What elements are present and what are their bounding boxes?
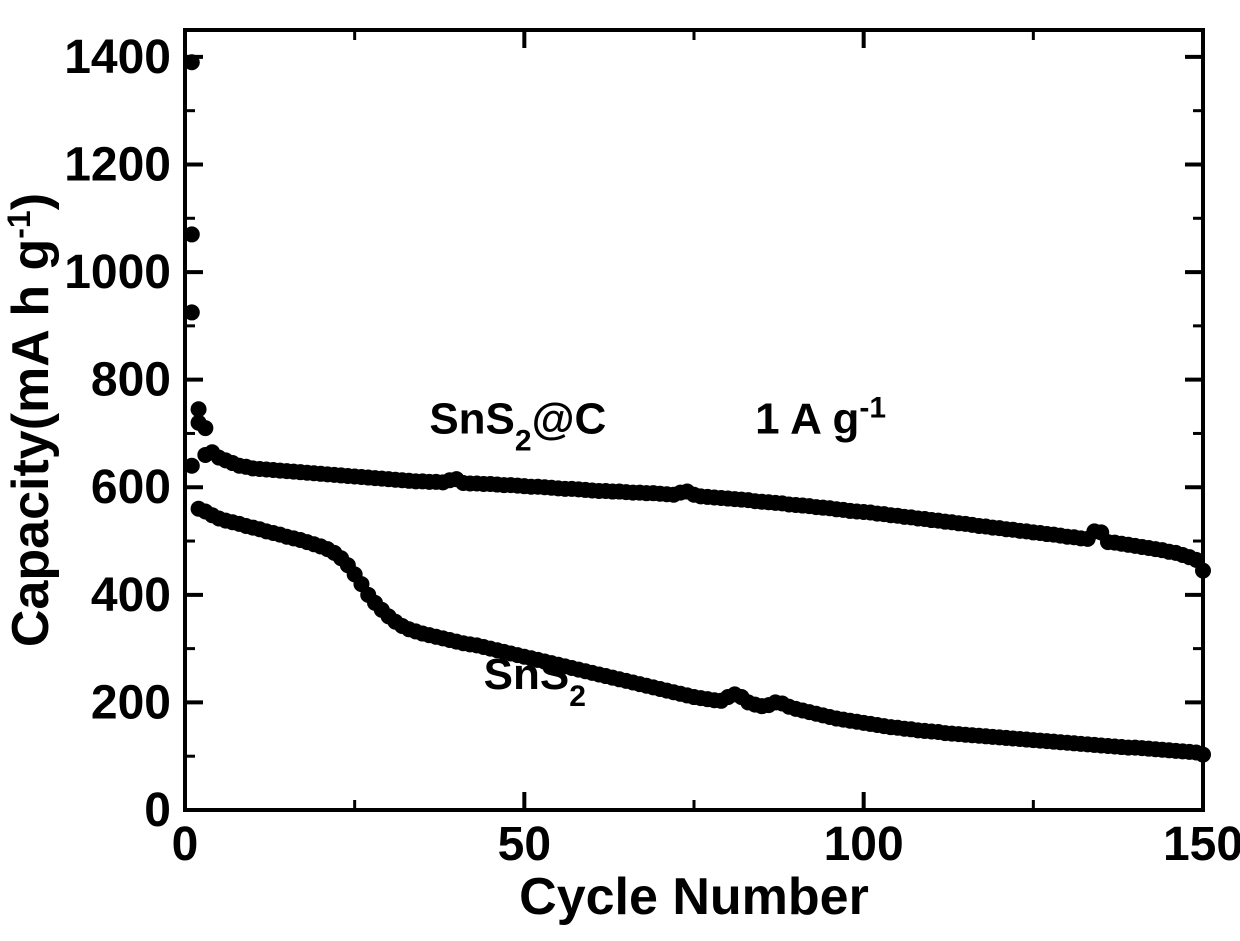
x-tick-label: 150 bbox=[1163, 818, 1240, 871]
chart-svg: 0 50 100 150 0 200 400 600 800 1000 1200 1400 Cycle … bbox=[0, 0, 1240, 941]
y-axis-label: Capacity(mA h g-1) bbox=[1, 193, 60, 647]
y-tick-label: 800 bbox=[91, 354, 171, 407]
x-axis-label: Cycle Number bbox=[519, 868, 869, 926]
y-tick-label: 600 bbox=[91, 461, 171, 514]
y-tick-label: 400 bbox=[91, 569, 171, 622]
y-tick-label: 1400 bbox=[64, 31, 171, 84]
x-tick-label: 0 bbox=[172, 818, 199, 871]
y-tick-label: 200 bbox=[91, 676, 171, 729]
x-tick-label: 50 bbox=[498, 818, 551, 871]
y-tick-label: 1000 bbox=[64, 246, 171, 299]
y-tick-label: 0 bbox=[144, 784, 171, 837]
y-tick-label: 1200 bbox=[64, 138, 171, 191]
capacity-vs-cycle-chart: 0 50 100 150 0 200 400 600 800 1000 1200 1400 Cycle … bbox=[0, 0, 1240, 941]
x-tick-label: 100 bbox=[824, 818, 904, 871]
